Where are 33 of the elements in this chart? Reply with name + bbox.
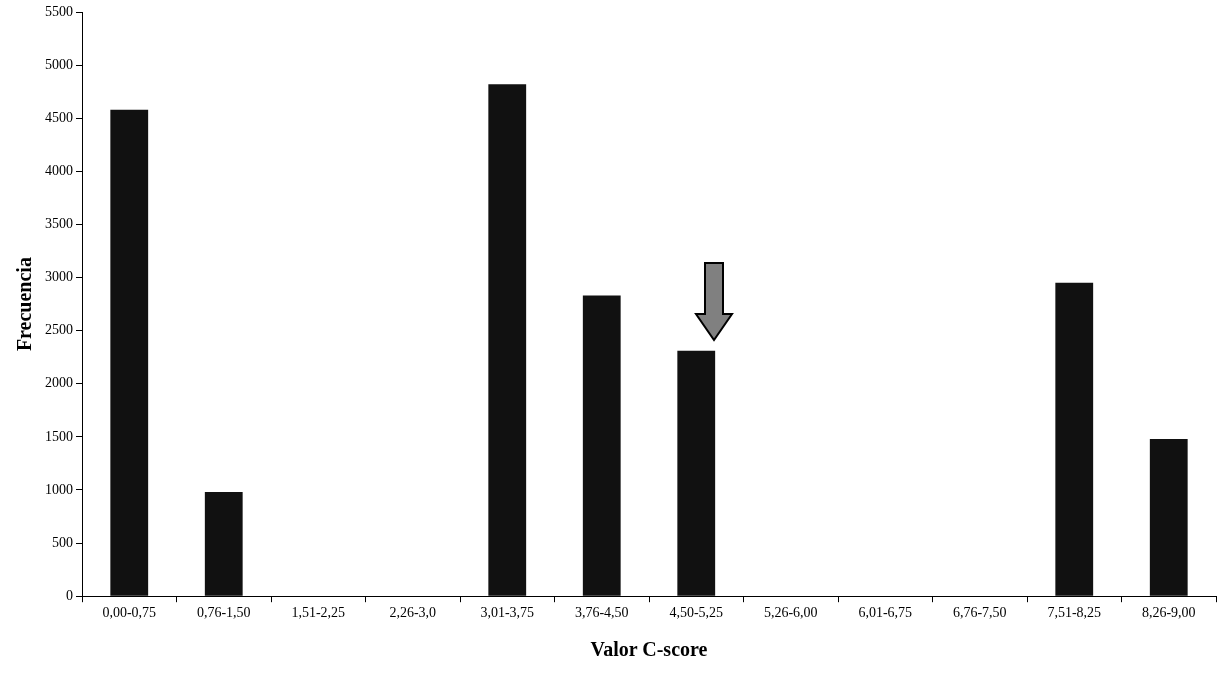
y-tick-label: 500 [52, 534, 73, 550]
x-tick-label: 3,01-3,75 [480, 605, 535, 621]
y-tick-label: 4500 [45, 109, 73, 125]
bar [677, 350, 716, 596]
x-tick-label: 7,51-8,25 [1047, 605, 1102, 621]
x-tick-label: 8,26-9,00 [1141, 605, 1196, 621]
bar [488, 84, 527, 596]
x-tick-label: 1,51-2,25 [291, 605, 346, 621]
x-tick-label: 3,76-4,50 [574, 605, 629, 621]
y-tick-label: 2000 [45, 375, 73, 391]
y-tick-label: 3500 [45, 216, 73, 232]
x-axis-title: Valor C-score [590, 638, 708, 661]
y-tick-label: 4000 [45, 163, 73, 178]
bar [204, 492, 243, 596]
bar [1055, 282, 1094, 596]
y-tick-label: 0 [66, 587, 73, 603]
y-tick-label: 1500 [45, 428, 73, 444]
y-tick-label: 1000 [45, 481, 73, 497]
bar [110, 109, 149, 596]
y-axis-title: Frecuencia [13, 257, 36, 352]
y-tick-label: 2500 [45, 322, 73, 338]
y-tick-label: 3000 [45, 269, 73, 285]
x-tick-label: 4,50-5,25 [669, 605, 724, 621]
x-tick-label: 0,00-0,75 [102, 605, 157, 621]
x-tick-label: 6,76-7,50 [952, 605, 1007, 621]
x-tick-label: 2,26-3,0 [389, 605, 437, 621]
y-tick-label: 5500 [45, 3, 73, 19]
y-tick-label: 5000 [45, 56, 73, 72]
x-tick-label: 5,26-6,00 [763, 605, 818, 621]
bar [1149, 439, 1188, 596]
bar [582, 295, 621, 596]
x-tick-label: 0,76-1,50 [196, 605, 251, 621]
x-tick-label: 6,01-6,75 [858, 605, 913, 621]
